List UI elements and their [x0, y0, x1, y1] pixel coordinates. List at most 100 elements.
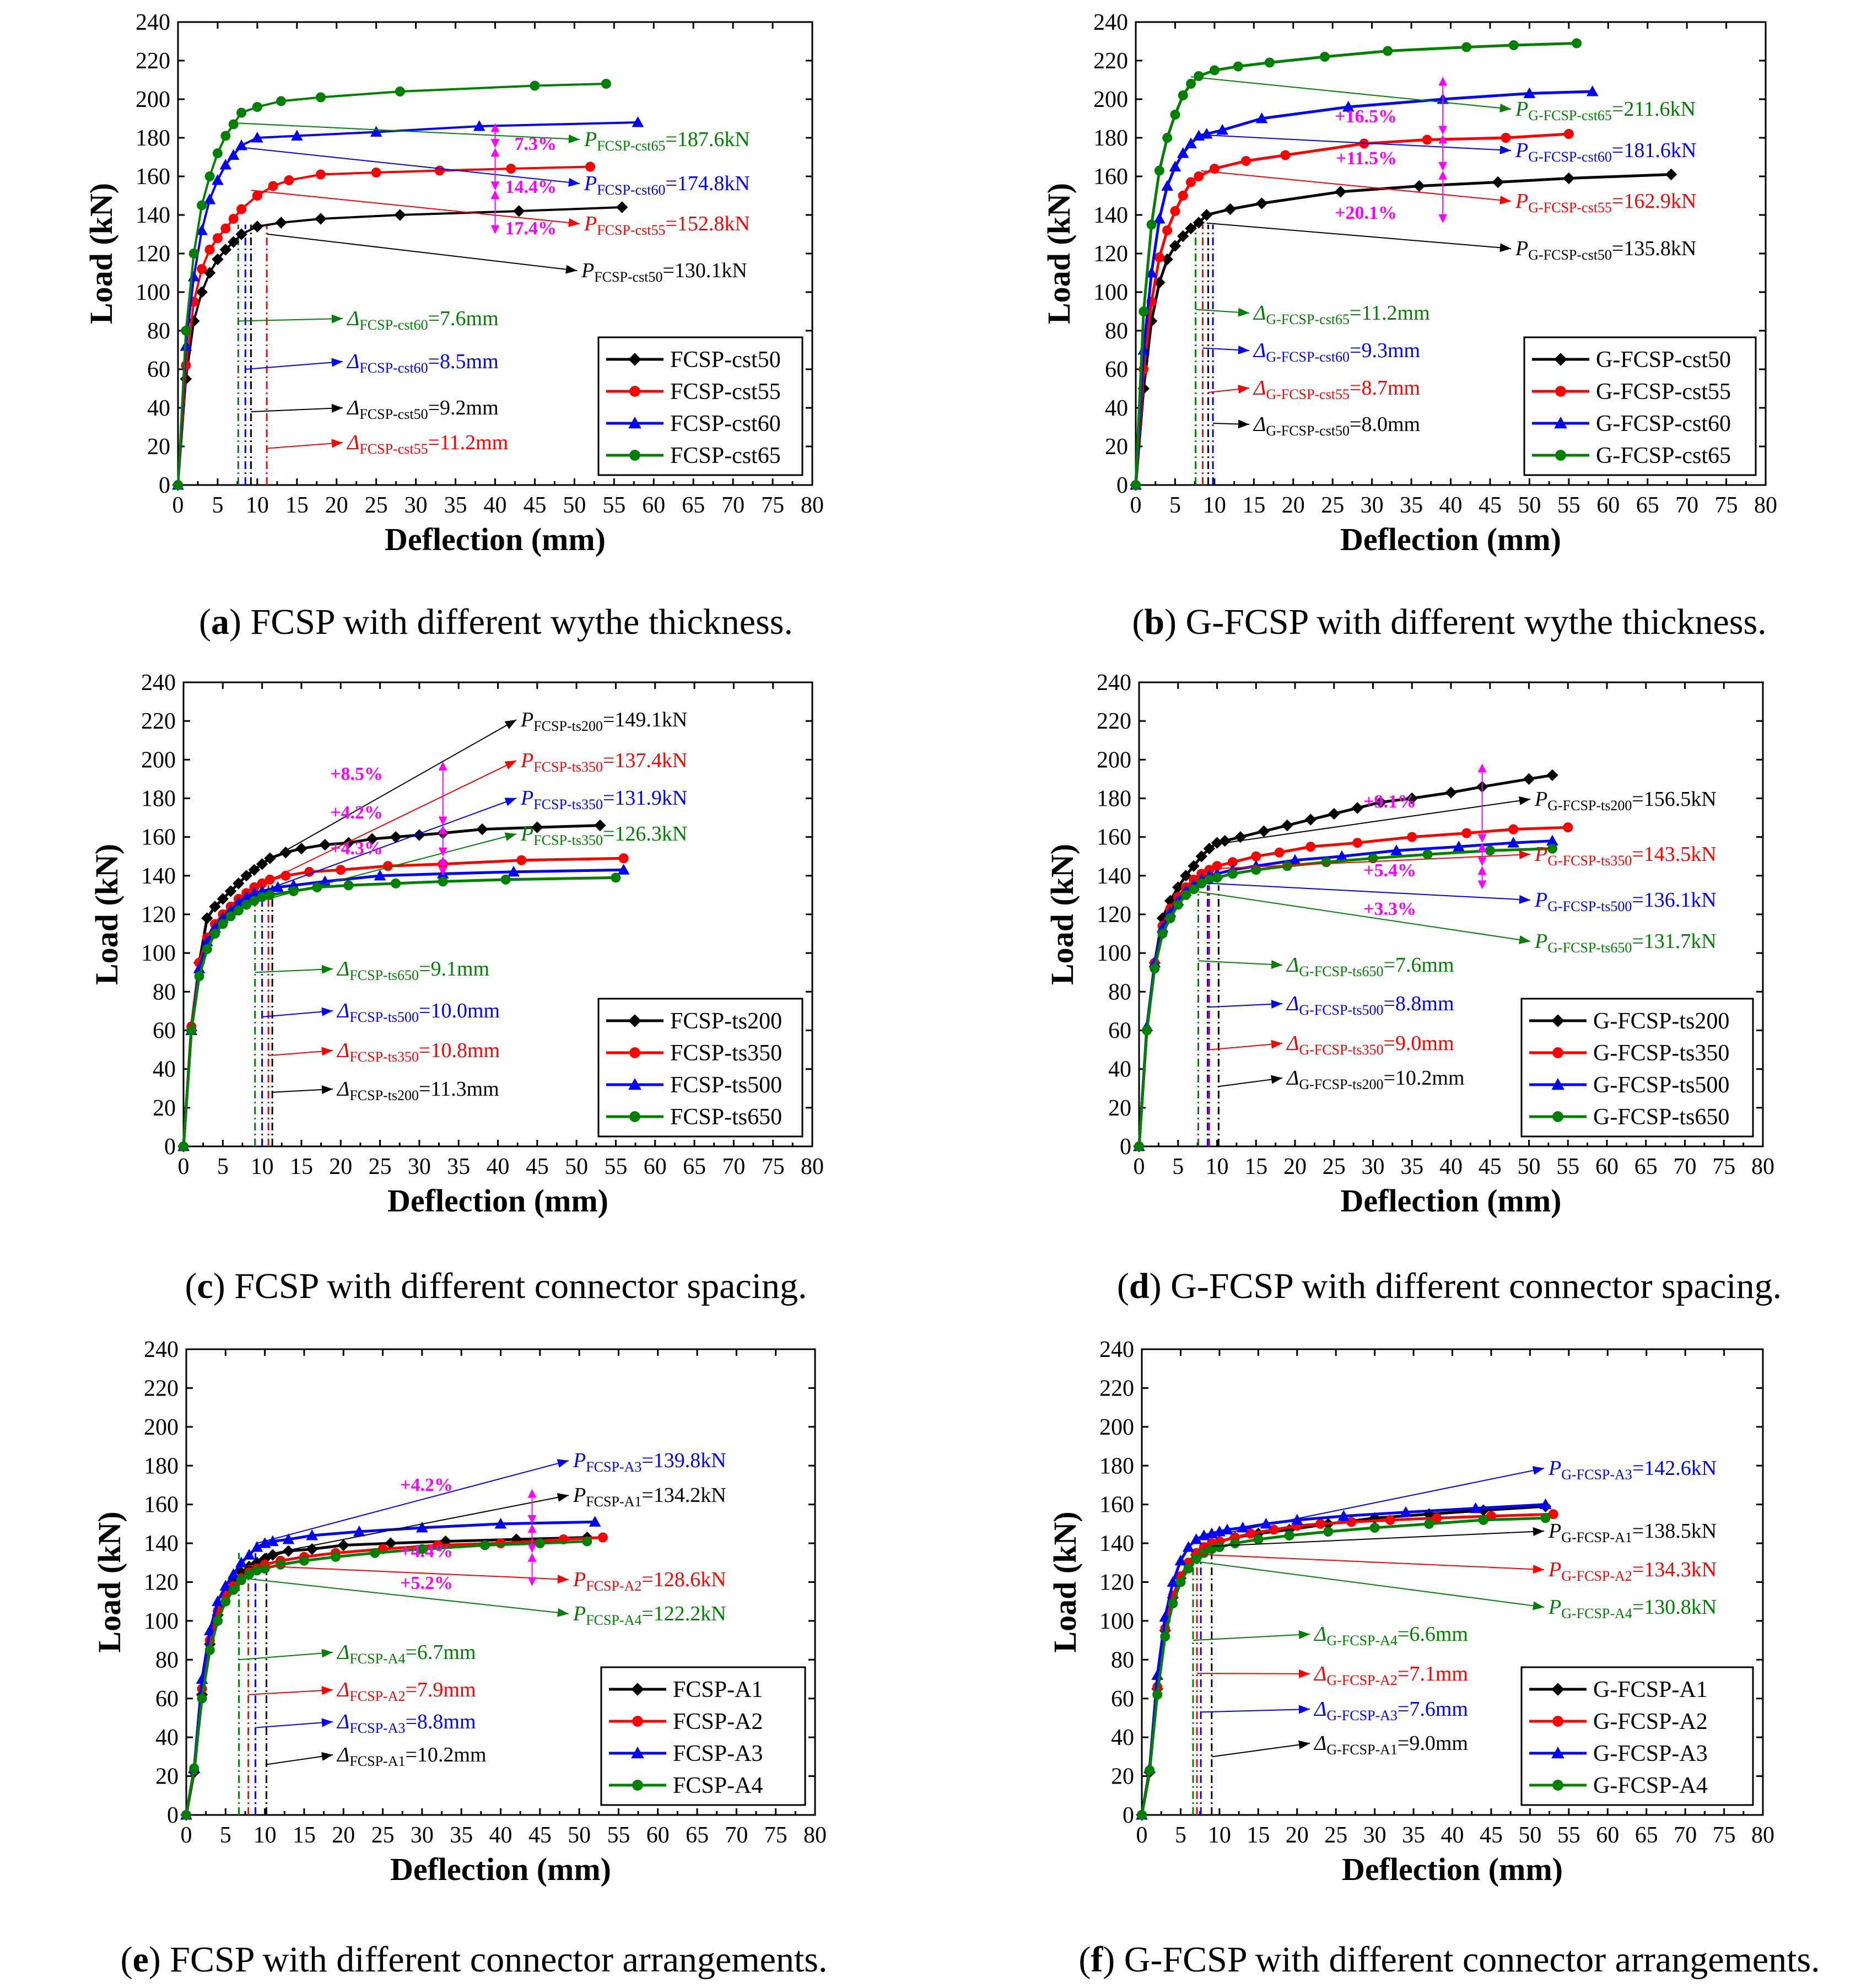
data-point [1539, 1498, 1552, 1510]
data-point [1328, 807, 1340, 820]
data-point [1142, 1025, 1152, 1036]
x-tick-label: 75 [761, 493, 784, 518]
data-point [1383, 46, 1393, 56]
legend-label: FCSP-A3 [673, 1741, 763, 1766]
percent-label: +11.5% [1336, 148, 1397, 169]
annotation-symbol: Δ [336, 957, 349, 980]
y-tick-label: 80 [1111, 1647, 1134, 1673]
annotation-label: ΔFCSP-A1=10.2mm [336, 1743, 487, 1769]
annotation-symbol: Δ [1286, 992, 1299, 1015]
data-point [187, 270, 200, 282]
legend-marker [1551, 1014, 1565, 1027]
data-point [197, 264, 207, 274]
data-point [1146, 219, 1157, 230]
x-tick-label: 80 [803, 1823, 827, 1848]
y-tick-label: 60 [1111, 1687, 1134, 1712]
percent-arrowhead [527, 1577, 537, 1586]
annotation-arrow [1206, 222, 1512, 249]
data-point [236, 204, 247, 214]
legend-marker [628, 1014, 641, 1027]
annotation-subscript: FCSP-ts650 [349, 967, 419, 983]
data-point [343, 880, 354, 891]
annotation-subscript: G-FCSP-cst65 [1528, 107, 1612, 123]
annotation-label: PFCSP-ts200=149.1kN [520, 708, 687, 734]
annotation-value: =131.9kN [603, 786, 687, 810]
annotation-value: =137.4kN [603, 749, 687, 772]
caption-paren-open: ( [1078, 1939, 1091, 1980]
x-tick-label: 40 [1439, 1154, 1463, 1179]
data-point [416, 1521, 428, 1533]
legend-label: G-FCSP-ts500 [1593, 1073, 1729, 1098]
annotation-value: =7.6mm [1383, 953, 1454, 977]
x-tick-label: 60 [1595, 1154, 1619, 1179]
annotation-label: PG-FCSP-ts350=143.5kN [1534, 843, 1717, 869]
y-tick-label: 200 [144, 1415, 179, 1440]
data-point [1195, 850, 1207, 863]
annotation-subscript: G-FCSP-ts500 [1547, 898, 1632, 914]
annotation-symbol: Δ [1253, 339, 1266, 362]
data-point [1162, 225, 1173, 235]
annotation-arrowhead [1519, 850, 1530, 859]
x-tick-label: 35 [1400, 493, 1423, 518]
annotation-value: =128.6kN [641, 1568, 726, 1591]
annotation-arrowhead [1238, 385, 1249, 394]
data-point [1485, 845, 1495, 856]
annotation-symbol: Δ [1286, 953, 1299, 977]
percent-arrowhead [1438, 126, 1448, 135]
annotation-arrowhead [1519, 895, 1530, 904]
annotation-arrow [255, 1460, 569, 1544]
annotation-arrow [1207, 882, 1531, 901]
data-point [181, 326, 191, 336]
series-G-FCSP-cst65 [1131, 38, 1582, 490]
y-tick-label: 60 [1108, 1019, 1131, 1044]
legend-marker [631, 1746, 644, 1759]
annotation-arrow [1218, 799, 1531, 844]
annotation-arrow [239, 1577, 569, 1614]
x-tick-label: 70 [1674, 1823, 1697, 1848]
annotation-value: =9.2mm [428, 396, 499, 419]
x-tick-label: 20 [329, 1154, 352, 1179]
x-tick-label: 15 [1247, 1823, 1270, 1848]
data-point [1221, 1523, 1233, 1534]
series-G-FCSP-cst55 [1131, 129, 1574, 490]
y-tick-label: 80 [1108, 979, 1131, 1005]
legend-marker [629, 1111, 640, 1122]
data-point [1145, 266, 1158, 278]
data-point [417, 1544, 427, 1554]
data-point [601, 79, 611, 89]
x-tick-label: 70 [721, 493, 745, 518]
data-point [1284, 1531, 1294, 1540]
percent-arrowhead [1438, 161, 1448, 171]
x-tick-label: 80 [1751, 1823, 1774, 1848]
annotation-subscript: G-FCSP-ts650 [1547, 940, 1632, 956]
y-tick-label: 0 [1120, 1134, 1131, 1160]
panel-caption: (b) G-FCSP with different wythe thicknes… [1132, 602, 1766, 642]
legend-marker [629, 386, 640, 397]
data-point [1304, 813, 1317, 826]
caption-paren-close: ) [1103, 1939, 1115, 1980]
x-tick-label: 75 [1715, 493, 1738, 518]
x-tick-label: 35 [450, 1823, 473, 1848]
data-point [1152, 1689, 1163, 1700]
data-point [1183, 1563, 1194, 1574]
x-tick-label: 25 [365, 493, 388, 518]
data-point [173, 480, 183, 490]
annotation-value: =130.1kN [662, 259, 747, 282]
x-tick-label: 60 [646, 1823, 670, 1848]
data-point [1478, 1515, 1488, 1525]
annotation-symbol: P [1515, 237, 1528, 260]
data-point [233, 877, 245, 890]
percent-arrowhead [490, 123, 500, 132]
annotation-symbol: Δ [336, 1710, 349, 1733]
data-point [366, 833, 379, 845]
annotation-subscript: G-FCSP-cst65 [1266, 311, 1350, 327]
legend-marker [628, 1077, 641, 1090]
data-point [1368, 853, 1378, 864]
data-point [228, 236, 240, 248]
annotation-arrowhead [1532, 1466, 1544, 1475]
percent-label: +4.4% [400, 1541, 453, 1561]
percent-arrowhead [1438, 134, 1448, 144]
x-tick-label: 35 [444, 493, 467, 518]
x-tick-label: 0 [1134, 1154, 1145, 1179]
data-point [224, 885, 237, 897]
